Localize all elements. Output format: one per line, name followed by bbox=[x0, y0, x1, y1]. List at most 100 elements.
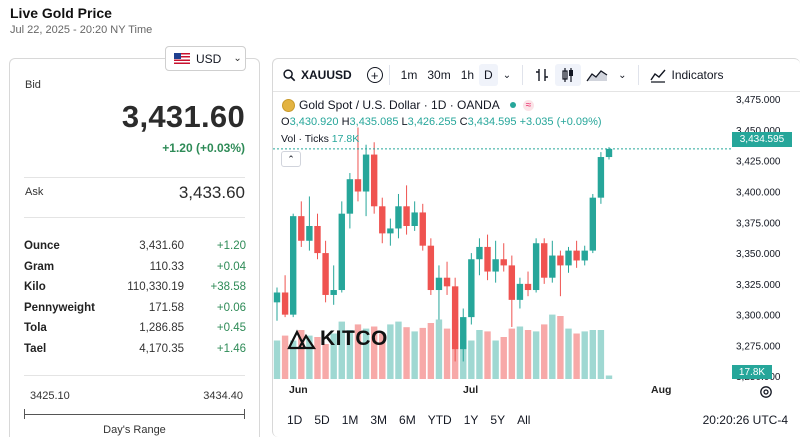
unit-row: Kilo 110,330.19 +38.58 bbox=[24, 277, 246, 298]
volume-tag: 17.8K bbox=[732, 365, 772, 379]
candle-body bbox=[557, 255, 564, 266]
bar-style-button[interactable] bbox=[529, 64, 555, 86]
volume-bar bbox=[589, 330, 597, 379]
range-5d[interactable]: 5D bbox=[314, 413, 330, 427]
indicators-icon bbox=[649, 69, 666, 83]
candle-body bbox=[460, 317, 467, 350]
bid-value: 3,431.60 bbox=[121, 99, 245, 134]
chart-legend-title: Gold Spot / U.S. Dollar · 1D · OANDA ≈ bbox=[282, 98, 535, 112]
volume-bar bbox=[516, 326, 524, 379]
currency-select[interactable]: USD ⌄ bbox=[165, 46, 246, 71]
ohlc-close: 3,434.595 bbox=[467, 116, 517, 128]
candle-body bbox=[281, 292, 289, 315]
candle-body bbox=[379, 206, 386, 234]
volume-bar bbox=[508, 328, 516, 379]
market-open-dot-icon bbox=[509, 102, 516, 108]
toolbar-divider bbox=[388, 65, 390, 85]
indicators-label: Indicators bbox=[671, 68, 724, 82]
ask-label: Ask bbox=[25, 186, 44, 198]
style-menu-chevron-icon[interactable]: ⌄ bbox=[618, 69, 627, 81]
volume-bar bbox=[532, 331, 540, 379]
candle-body bbox=[581, 250, 588, 261]
range-1d[interactable]: 1D bbox=[287, 413, 303, 427]
volume-bar bbox=[314, 337, 321, 379]
ohlc-high: 3,435.085 bbox=[349, 116, 399, 128]
candle-body bbox=[289, 216, 297, 315]
candle-body bbox=[508, 265, 516, 300]
range-3m[interactable]: 3M bbox=[370, 413, 388, 427]
chart-toolbar: XAUUSD + 1m 30m 1h D ⌄ ⌄ Indicators bbox=[273, 59, 800, 92]
candle-body bbox=[298, 216, 305, 241]
toolbar-divider bbox=[637, 65, 639, 85]
symbol-search[interactable]: XAUUSD bbox=[273, 64, 357, 86]
range-6m[interactable]: 6M bbox=[399, 413, 416, 427]
price-axis-label: 3,400.000 bbox=[736, 188, 781, 199]
area-style-button[interactable] bbox=[581, 64, 613, 86]
price-panel: Bid 3,431.60 +1.20 (+0.03%) Ask 3,433.60… bbox=[9, 58, 260, 437]
range-all[interactable]: All bbox=[517, 413, 531, 427]
price-axis-label: 3,275.000 bbox=[736, 341, 781, 352]
chevron-down-icon: ⌄ bbox=[233, 53, 242, 64]
compare-plus-icon[interactable]: + bbox=[366, 67, 383, 83]
ohlc-open-label: O bbox=[281, 116, 290, 128]
range-bar: 1D 5D 1M 3M 6M YTD 1Y 5Y All 20:20:26 UT… bbox=[273, 403, 800, 437]
interval-30m[interactable]: 30m bbox=[427, 68, 451, 82]
area-chart-icon bbox=[586, 70, 608, 82]
range-1m[interactable]: 1M bbox=[341, 413, 359, 427]
ohlc-legend: O3,430.920 H3,435.085 L3,426.255 C3,434.… bbox=[281, 116, 602, 128]
volume-bar bbox=[403, 327, 410, 379]
interval-1h[interactable]: 1h bbox=[460, 68, 475, 82]
kitco-wordmark: KITCO bbox=[320, 327, 388, 350]
gear-icon[interactable] bbox=[759, 385, 773, 399]
candle-body bbox=[541, 243, 548, 278]
volume-bar bbox=[289, 340, 297, 379]
ohlc-close-label: C bbox=[459, 116, 468, 128]
collapse-legend-button[interactable]: ⌃ bbox=[281, 151, 301, 167]
candle-body bbox=[395, 206, 402, 229]
unit-change: +0.04 bbox=[216, 260, 246, 273]
price-chart[interactable]: 3,475.000 3,450.000 3,425.000 3,400.000 3,37… bbox=[273, 93, 800, 393]
page-title: Live Gold Price bbox=[10, 5, 112, 21]
gold-coin-icon bbox=[282, 98, 295, 112]
interval-menu-chevron-icon[interactable]: ⌄ bbox=[502, 69, 512, 81]
candle-body bbox=[411, 212, 418, 226]
interval-d[interactable]: D bbox=[479, 64, 498, 86]
ohlc-low-label: L bbox=[401, 116, 408, 128]
interval-1m[interactable]: 1m bbox=[400, 68, 418, 82]
range-ytd[interactable]: YTD bbox=[427, 413, 452, 427]
candle-body bbox=[427, 245, 435, 291]
unit-price-table: Ounce 3,431.60 +1.20 Gram 110.33 +0.04 K… bbox=[24, 236, 246, 359]
candle-body bbox=[605, 148, 613, 158]
candle-body bbox=[330, 290, 337, 295]
page-date: Jul 22, 2025 - 20:20 NY Time bbox=[10, 24, 153, 36]
candle-body bbox=[338, 213, 345, 291]
volume-bar bbox=[419, 327, 426, 379]
divider bbox=[24, 375, 245, 376]
divider bbox=[24, 177, 245, 178]
volume-bar bbox=[581, 331, 588, 379]
range-1y[interactable]: 1Y bbox=[463, 413, 479, 427]
volume-bar bbox=[298, 330, 305, 379]
volume-bar bbox=[273, 340, 281, 379]
indicators-button[interactable]: Indicators bbox=[645, 64, 729, 86]
chevron-up-icon: ⌃ bbox=[287, 153, 295, 164]
candles-style-button[interactable] bbox=[555, 64, 582, 86]
candles-icon bbox=[562, 68, 574, 82]
price-axis-label: 3,475.000 bbox=[736, 95, 781, 106]
candle-body bbox=[419, 212, 426, 246]
volume-bar bbox=[338, 321, 345, 379]
volume-bar bbox=[387, 324, 394, 379]
symbol-label: XAUUSD bbox=[301, 68, 352, 82]
candle-body bbox=[370, 154, 378, 207]
candle-body bbox=[549, 255, 556, 278]
candle-body bbox=[322, 253, 329, 295]
candle-body bbox=[443, 277, 451, 287]
price-axis-label: 3,350.000 bbox=[736, 249, 781, 260]
volume-bar bbox=[492, 340, 499, 379]
volume-legend-label: Vol · Ticks bbox=[281, 133, 329, 145]
range-5y[interactable]: 5Y bbox=[490, 413, 506, 427]
volume-bar bbox=[573, 333, 580, 379]
volume-bar bbox=[346, 330, 354, 379]
x-axis-label: Aug bbox=[651, 384, 672, 396]
unit-name: Ounce bbox=[24, 240, 60, 253]
